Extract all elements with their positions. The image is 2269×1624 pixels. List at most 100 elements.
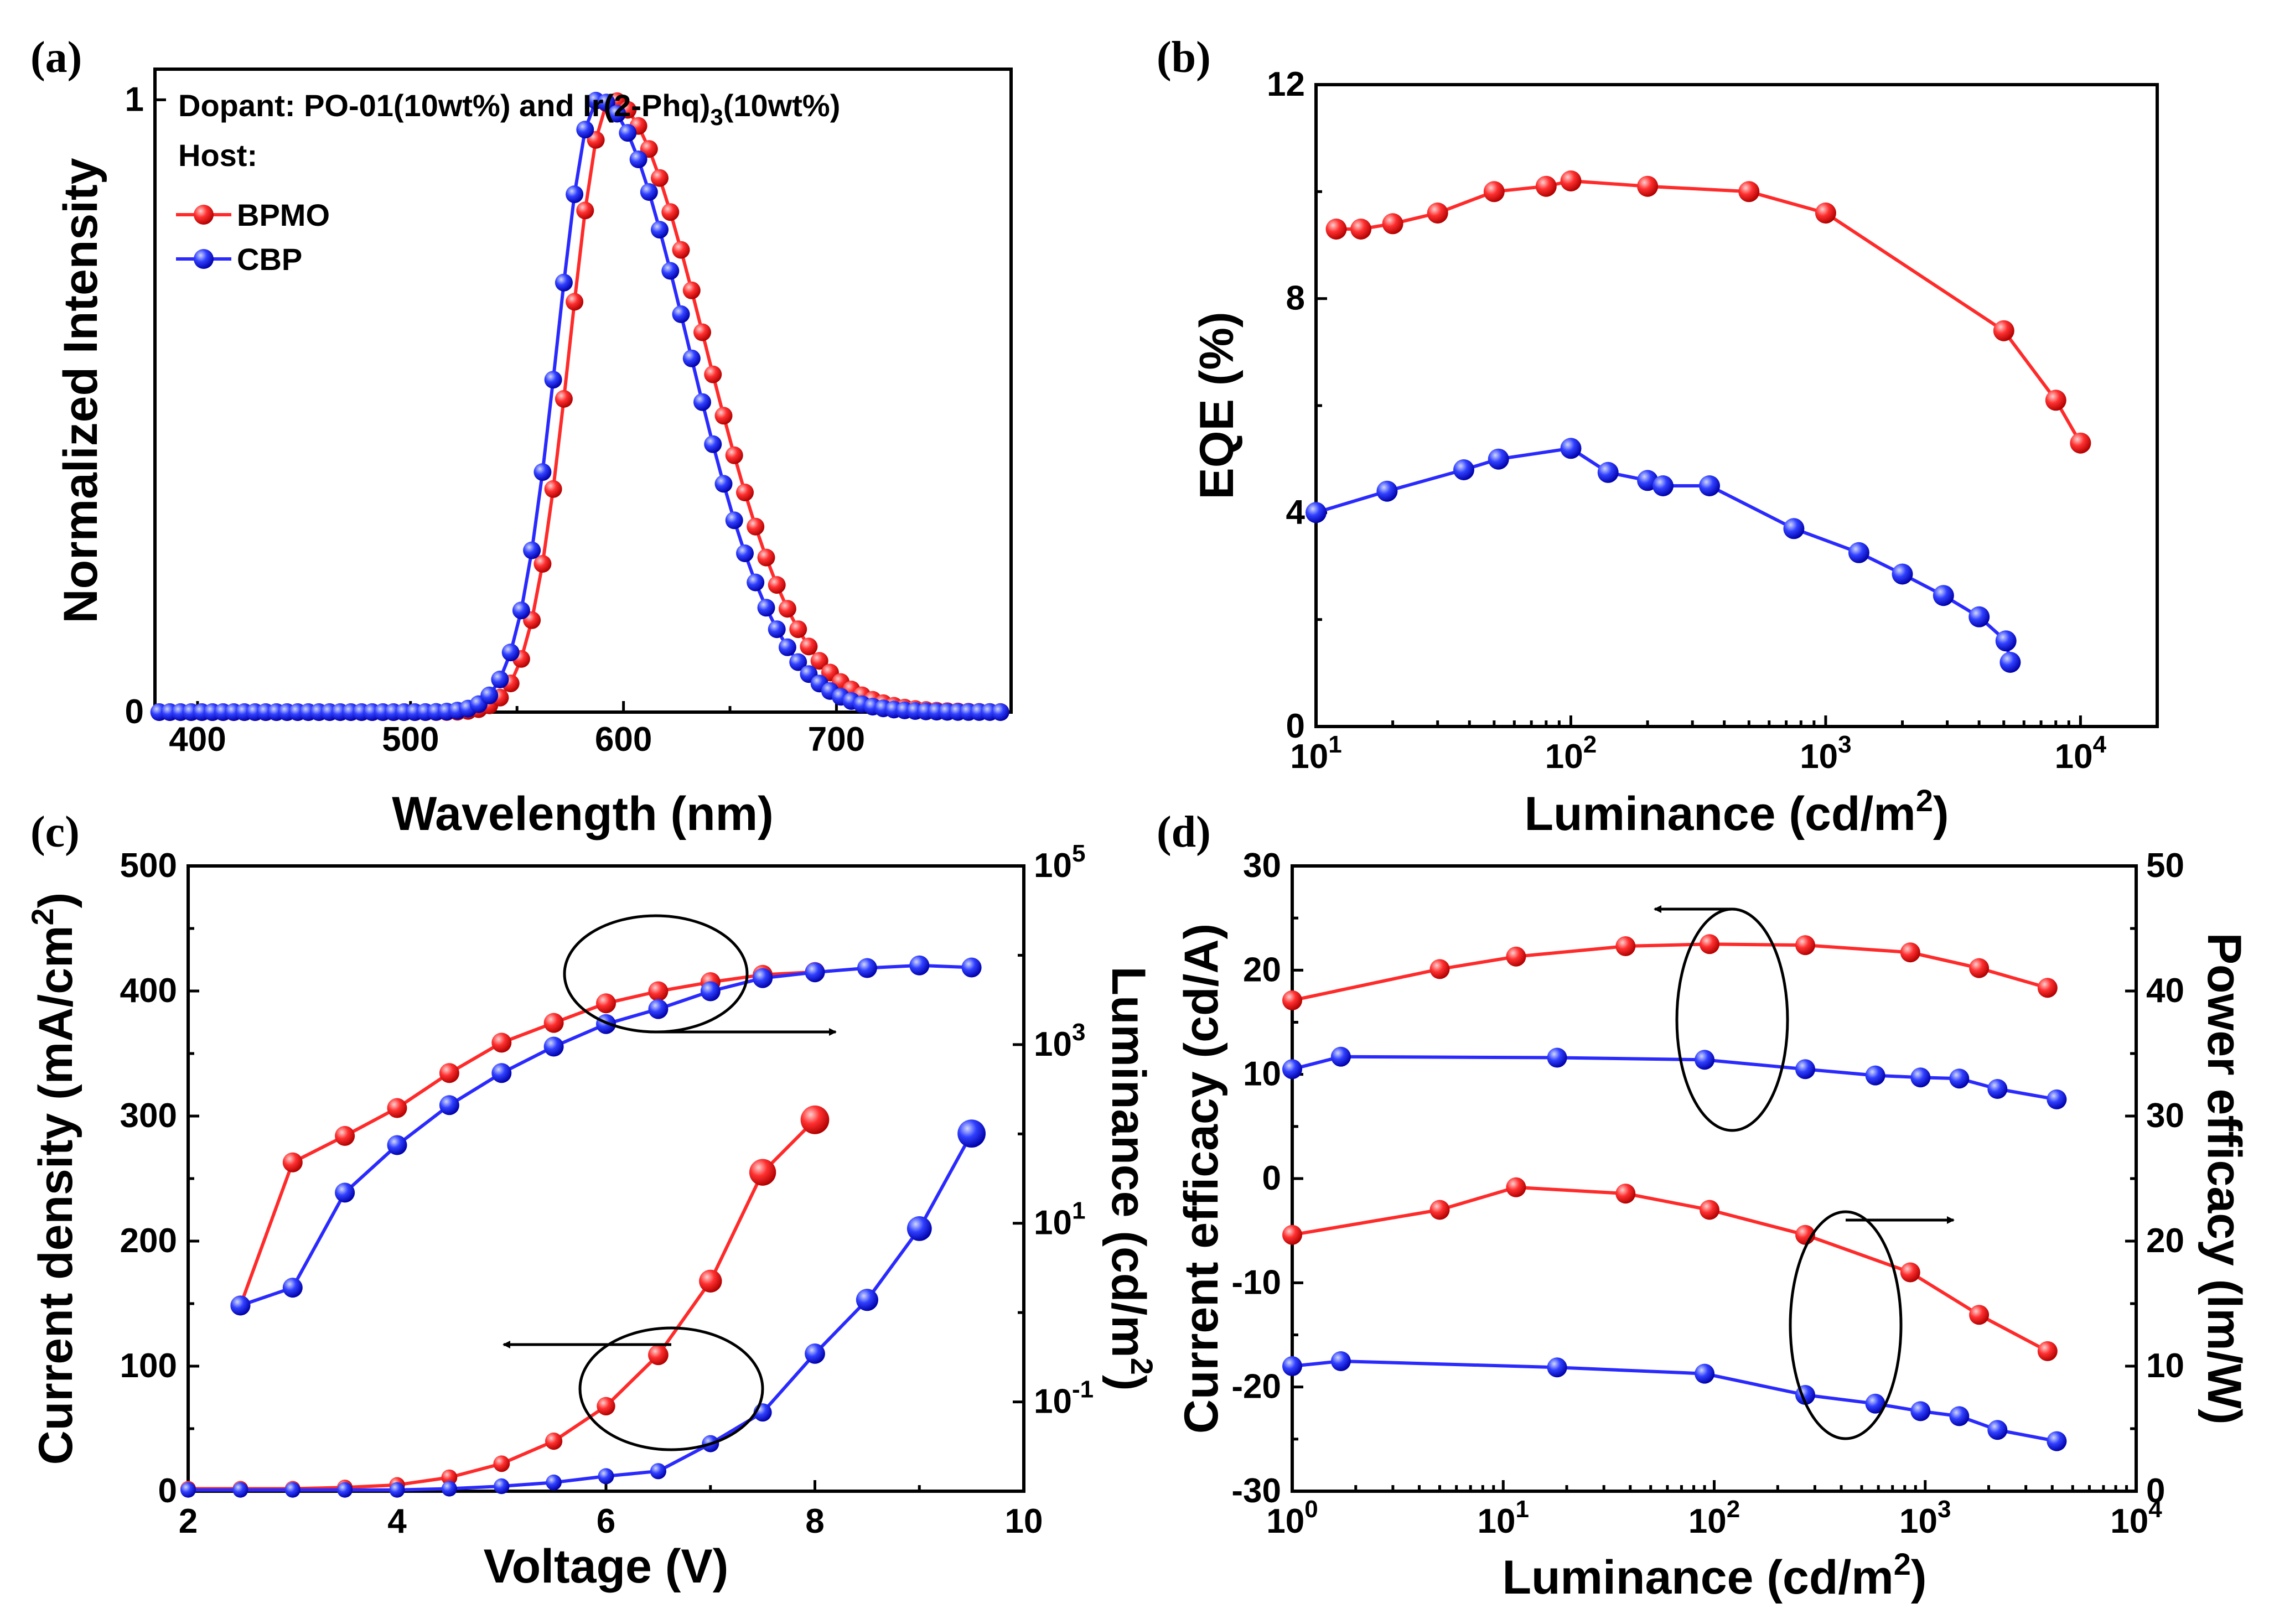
panel-b-cbp-line xyxy=(1315,447,2012,663)
panel-d-cbp-power-efficacy-point-0 xyxy=(1282,1356,1302,1376)
panel-b-xtick-label-1: 102 xyxy=(1545,731,1597,776)
panel-b-bpmo-point-9 xyxy=(1815,203,1836,224)
panel-c-cbp-luminance-point-3 xyxy=(387,1135,407,1155)
panel-d-yltick-label-6: 30 xyxy=(1243,847,1281,885)
panel-a-cbp-point-44 xyxy=(619,124,637,142)
panel-d-xtick-label-0: 100 xyxy=(1266,1496,1318,1540)
panel-a-cbp-point-54 xyxy=(725,511,743,530)
panel-d-bpmo-power-efficacy-point-0 xyxy=(1282,1225,1302,1245)
panel-d-yltick-label-0: -30 xyxy=(1231,1472,1281,1510)
panel-a-xtick-label-0: 400 xyxy=(169,720,226,759)
panel-a-cbp-point-46 xyxy=(640,183,658,201)
panel-c-current-ellipse xyxy=(578,1326,764,1451)
panel-a-cbp-point-52 xyxy=(704,435,722,453)
panel-d-xtick-label-2: 102 xyxy=(1688,1496,1740,1540)
panel-d-y-right-title: Power efficacy (lm/W) xyxy=(2198,933,2251,1425)
panel-b-bpmo-point-10 xyxy=(1993,320,2014,341)
panel-a-bpmo-point-38 xyxy=(555,390,573,408)
panel-d-bpmo-power-efficacy-point-3 xyxy=(1615,1184,1636,1204)
panel-a-cbp-point-79 xyxy=(991,703,1009,721)
panel-b-bpmo-line xyxy=(1336,179,2082,444)
panel-b-bpmo-point-4 xyxy=(1483,181,1505,203)
panel-a-bpmo-point-49 xyxy=(672,241,690,259)
panel-c-yltick-label-1: 100 xyxy=(120,1347,177,1385)
panel-d-bpmo-current-efficacy-point-4 xyxy=(1700,934,1719,954)
panel-d-x-title: Luminance (cd/m2) xyxy=(1502,1547,1926,1604)
panel-a-bpmo-point-61 xyxy=(800,637,818,656)
panel-b-letter: (b) xyxy=(1157,33,1211,82)
panel-b-cbp-point-8 xyxy=(1699,475,1720,496)
panel-a-cbp-point-39 xyxy=(566,185,584,204)
panel-b-cbp-point-7 xyxy=(1652,475,1674,496)
panel-b-ytick-label-3: 12 xyxy=(1267,65,1305,103)
panel-c-bpmo-luminance-point-3 xyxy=(387,1098,407,1118)
panel-d-yltick-label-4: 10 xyxy=(1243,1055,1281,1093)
panel-d-ticks: 100 101 102 103 104 -30 -20 -10 0 10 20 30 0 10 20 30 40… xyxy=(1231,847,2184,1540)
panel-d-bpmo-current-efficacy-point-1 xyxy=(1429,959,1450,979)
panel-a-bpmo-point-51 xyxy=(693,323,711,341)
panel-c-cbp-luminance-point-12 xyxy=(857,958,877,978)
panel-c-cbp-current-density-point-0 xyxy=(180,1482,196,1498)
panel-d-yrtick-label-4: 40 xyxy=(2146,972,2184,1010)
panel-a-cbp-point-32 xyxy=(491,671,509,688)
panel-b-cbp-point-0 xyxy=(1306,502,1327,523)
panel-d-cbp-power-efficacy-point-5 xyxy=(1865,1393,1885,1414)
panel-a-bpmo-point-52 xyxy=(704,365,722,383)
panel-a-cbp-point-55 xyxy=(736,544,754,562)
panel-b-xtick-label-3: 104 xyxy=(2055,731,2107,776)
panel-d-cbp-current-efficacy-point-6 xyxy=(1910,1067,1931,1088)
panel-b-bpmo-point-5 xyxy=(1535,175,1557,197)
panel-c-bpmo-current-density-point-5 xyxy=(441,1469,458,1486)
panel-c-cbp-luminance-point-14 xyxy=(961,957,982,978)
panel-c-xtick-label-1: 4 xyxy=(387,1502,407,1540)
panel-d-cbp-power-efficacy-point-9 xyxy=(2047,1431,2067,1451)
panel-d-efficacy: 100 101 102 103 104 -30 -20 -10 0 10 20 30 0 10 20 30 40… xyxy=(1175,847,2251,1604)
panel-a-cbp-point-56 xyxy=(747,573,765,592)
panel-b-xtick-label-0: 101 xyxy=(1290,731,1341,776)
panel-c-bpmo-luminance-point-7 xyxy=(596,993,616,1014)
panel-d-yltick-label-2: -10 xyxy=(1231,1263,1281,1301)
panel-a-bpmo-point-55 xyxy=(736,484,754,501)
panel-a-xtick-label-2: 600 xyxy=(595,720,652,759)
panel-a-xtick-label-1: 500 xyxy=(382,720,439,759)
panel-c-bpmo-luminance-line xyxy=(239,970,815,1306)
panel-c-bpmo-current-density-point-12 xyxy=(800,1105,830,1134)
panel-c-xtick-label-3: 8 xyxy=(805,1502,824,1540)
panel-a-frame xyxy=(153,68,1013,714)
panel-c-cbp-luminance-point-1 xyxy=(282,1278,303,1298)
panel-b-bpmo-point-2 xyxy=(1382,213,1403,235)
panel-d-cbp-current-efficacy-point-5 xyxy=(1865,1065,1885,1086)
panel-d-yrtick-label-1: 10 xyxy=(2146,1347,2184,1385)
panel-b-cbp-point-14 xyxy=(1995,630,2017,652)
panel-a-bpmo-point-60 xyxy=(789,620,807,639)
panel-c-yltick-label-4: 400 xyxy=(120,972,177,1010)
panel-c-x-title: Voltage (V) xyxy=(484,1540,729,1593)
panel-a-legend-cbp: CBP xyxy=(176,242,302,277)
panel-d-yrtick-label-0: 0 xyxy=(2146,1472,2165,1510)
panel-a-host-label: Host: xyxy=(178,138,257,173)
panel-a-cbp-point-48 xyxy=(661,262,680,280)
panel-b-bpmo-point-6 xyxy=(1560,170,1582,191)
panel-a-bpmo-point-58 xyxy=(768,576,786,594)
panel-a-dopant-note: Dopant: PO-01(10wt%) and Ir(2-Phq)3(10wt… xyxy=(178,88,840,130)
panel-c-cbp-luminance-point-4 xyxy=(439,1095,459,1115)
panel-c-cbp-luminance-point-6 xyxy=(543,1036,564,1057)
panel-b-cbp-point-1 xyxy=(1376,480,1398,502)
panel-b-x-title: Luminance (cd/m2) xyxy=(1524,783,1949,840)
panel-a-bpmo-point-59 xyxy=(778,600,796,618)
panel-d-bpmo-power-efficacy-point-2 xyxy=(1506,1177,1526,1197)
panel-c-yrtick-label-3: 105 xyxy=(1034,840,1085,885)
panel-b-ytick-label-2: 8 xyxy=(1286,279,1305,318)
panel-b-ytick-label-1: 4 xyxy=(1286,493,1306,531)
panel-d-cbp-power-efficacy-point-8 xyxy=(1987,1420,2008,1440)
panel-a-cbp-point-42 xyxy=(597,94,615,112)
panel-a-cbp-point-58 xyxy=(768,620,786,639)
panel-a-cbp-point-38 xyxy=(555,273,573,292)
panel-d-xtick-label-3: 103 xyxy=(1899,1496,1951,1540)
panel-b-cbp-point-9 xyxy=(1783,518,1805,539)
panel-c-bpmo-current-density-point-9 xyxy=(648,1345,669,1366)
panel-b-frame xyxy=(1314,83,2159,728)
panel-c-bpmo-current-density-point-7 xyxy=(545,1433,563,1450)
